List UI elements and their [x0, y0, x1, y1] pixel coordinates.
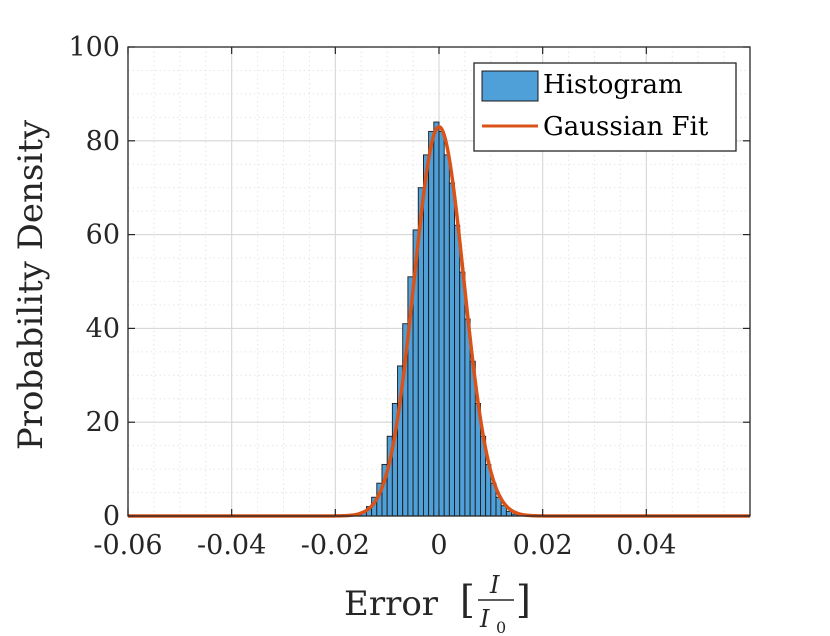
- x-axis-label-text: Error: [344, 584, 439, 624]
- x-tick-label: 0.04: [616, 530, 676, 561]
- x-axis-fraction-subscript: 0: [496, 618, 506, 636]
- histogram-bar: [448, 182, 456, 517]
- histogram-bars: [355, 121, 523, 517]
- x-axis-fraction-numerator: I: [489, 571, 500, 599]
- y-tick-labels: 0 20 40 60 80 100: [68, 32, 120, 532]
- legend-swatch-histogram: [481, 70, 539, 102]
- x-tick-labels: -0.06 -0.04 -0.02 0 0.02 0.04: [93, 530, 676, 561]
- y-tick-label: 40: [86, 313, 120, 344]
- x-tick-label: -0.02: [301, 530, 370, 561]
- histogram-bar: [443, 154, 450, 517]
- histogram-bar: [423, 154, 430, 517]
- x-axis-label-bracket-close: ]: [516, 578, 531, 622]
- x-axis-fraction-denominator: I: [479, 605, 490, 633]
- histogram-bar: [438, 130, 445, 517]
- x-tick-label: 0: [430, 530, 447, 561]
- y-tick-label: 0: [103, 501, 120, 532]
- histogram-bar: [428, 130, 435, 517]
- histogram-bar: [454, 224, 461, 517]
- axis-ticks: [127, 46, 750, 517]
- y-tick-label: 60: [86, 220, 120, 251]
- x-tick-label: -0.06: [93, 530, 162, 561]
- x-axis-label: Error [ I I 0 ]: [344, 571, 531, 636]
- y-tick-label: 100: [68, 32, 120, 63]
- x-tick-label: -0.04: [197, 530, 266, 561]
- legend: Histogram Gaussian Fit: [473, 62, 737, 152]
- histogram-bar: [464, 318, 471, 517]
- histogram-bar: [459, 271, 466, 517]
- y-axis-label: Probability Density: [11, 119, 51, 450]
- x-tick-label: 0.02: [513, 530, 573, 561]
- legend-label-histogram: Histogram: [543, 70, 683, 100]
- x-axis-label-bracket-open: [: [460, 578, 475, 622]
- histogram-bar: [433, 121, 440, 517]
- y-tick-label: 80: [86, 126, 120, 157]
- y-tick-label: 20: [86, 407, 120, 438]
- legend-label-gaussian-fit: Gaussian Fit: [543, 112, 709, 142]
